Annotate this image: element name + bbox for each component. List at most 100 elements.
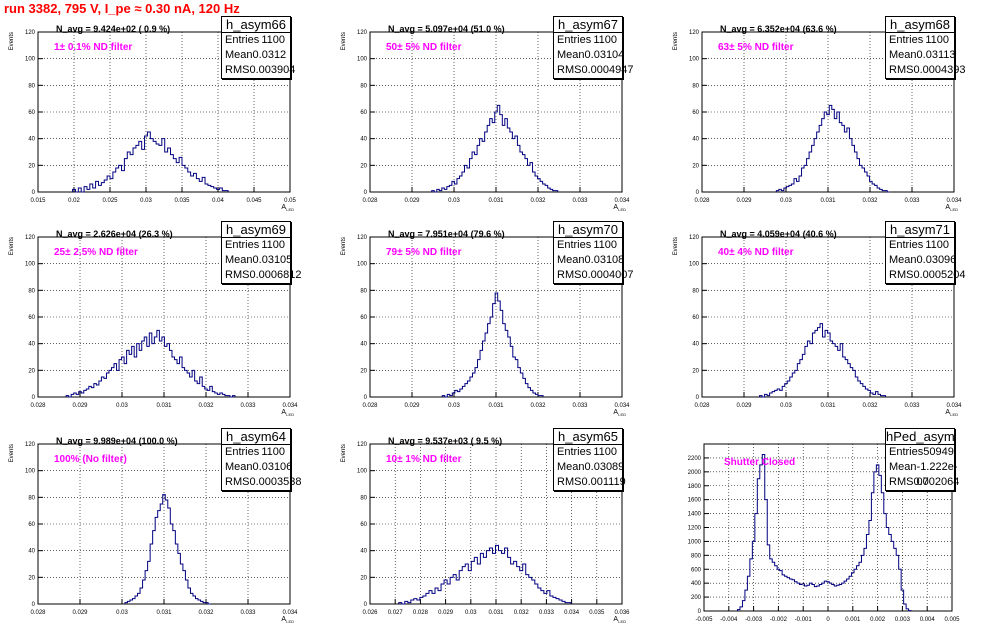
x-tick-label: -0.002 [770, 617, 788, 623]
histogram-bin [817, 132, 820, 192]
histogram-bin [529, 577, 532, 604]
histogram-bin [199, 181, 202, 192]
histogram-bin [165, 152, 168, 192]
histogram-bin [170, 155, 173, 192]
y-tick-label: 40 [692, 137, 699, 143]
x-tick-label: 0.028 [694, 403, 710, 409]
y-tick-label: 100 [357, 469, 368, 475]
histogram-bin [475, 155, 478, 192]
y-tick-label: 40 [692, 342, 699, 348]
x-tick-label: 0.025 [102, 198, 118, 204]
stats-mean-label: Mean [889, 253, 917, 268]
histogram-bin [495, 293, 498, 397]
histogram-bin [93, 188, 96, 192]
histogram-name: h_asym70 [554, 222, 622, 238]
histogram-bin [800, 360, 803, 397]
stats-rms-value: 0.0004393 [913, 63, 965, 78]
histogram-bin [454, 184, 457, 192]
histogram-series [432, 105, 558, 192]
histogram-bin [832, 109, 835, 192]
stats-entries-value: 1100 [593, 445, 617, 460]
y-tick-label: 20 [360, 368, 367, 374]
y-tick-label: 80 [692, 288, 699, 294]
stats-entries-label: Entries [557, 238, 591, 253]
histogram-bin [160, 504, 163, 604]
stats-rms-label: RMS [225, 63, 249, 78]
y-tick-label: 80 [360, 495, 367, 501]
histogram-bin [490, 119, 493, 192]
histogram-bin [785, 576, 787, 611]
histogram-bin [854, 569, 856, 611]
x-tick-label: 0.002 [870, 617, 886, 623]
histogram-bin [514, 561, 517, 604]
histogram-bin [91, 388, 94, 397]
histogram-bin [477, 564, 480, 604]
histogram-bin [156, 144, 159, 192]
y-tick-label: 80 [360, 83, 367, 89]
histogram-bin [488, 324, 491, 397]
stats-mean-label: Mean [225, 460, 253, 475]
y-tick-label: 80 [692, 83, 699, 89]
histogram-bin [772, 562, 774, 611]
y-tick-label: 80 [360, 288, 367, 294]
x-tick-label: 0.032 [198, 403, 214, 409]
x-tick-label: 0.033 [572, 403, 588, 409]
x-tick-label: 0.03 [448, 198, 460, 204]
x-tick-label: -0.003 [745, 617, 763, 623]
histogram-bin [847, 579, 849, 611]
x-tick-label: 0.031 [820, 198, 836, 204]
histogram-series [73, 132, 229, 192]
x-tick-label: 0.03 [448, 403, 460, 409]
histogram-bin [492, 553, 495, 604]
histogram-bin [795, 582, 797, 611]
x-tick-label: 0.035 [174, 198, 190, 204]
histogram-bin [807, 341, 810, 397]
x-tick-label: 0.027 [388, 610, 404, 616]
y-tick-label: 40 [360, 549, 367, 555]
y-tick-label: 20 [28, 163, 35, 169]
histogram-bin [456, 580, 459, 604]
histogram-bin [197, 384, 200, 397]
histogram-bin [147, 346, 150, 397]
histogram-bin [817, 586, 819, 611]
x-tick-label: 0.031 [488, 198, 504, 204]
histogram-bin [843, 357, 846, 397]
y-tick-label: 20 [692, 163, 699, 169]
histogram-bin [190, 377, 193, 397]
stats-mean-row: Mean-1.222e-07 [886, 460, 954, 475]
histogram-bin [790, 579, 792, 611]
stats-entries-value: 50949 [923, 445, 954, 460]
stats-rms-value: 0.003904 [249, 63, 295, 78]
y-tick-label: 80 [28, 83, 35, 89]
histogram-bin [834, 586, 836, 611]
y-tick-label: 120 [25, 442, 36, 448]
histogram-bin [502, 125, 505, 192]
stats-rms-value: 0.0006812 [249, 268, 301, 283]
stats-rms-label: RMS [557, 63, 581, 78]
stats-entries-value: 1100 [593, 33, 617, 48]
x-tick-label: 0.026 [362, 610, 378, 616]
histogram-bin [503, 324, 506, 397]
histogram-bin [498, 301, 501, 397]
histogram-bin [164, 346, 167, 397]
histogram-bin [457, 392, 460, 397]
histogram-bin [493, 304, 496, 397]
histogram-bin [136, 145, 139, 192]
histogram-bin [891, 541, 893, 611]
stats-mean-label: Mean [225, 48, 253, 63]
histogram-bin [117, 370, 120, 397]
histogram-series [760, 324, 886, 397]
histogram-bin [112, 368, 115, 397]
